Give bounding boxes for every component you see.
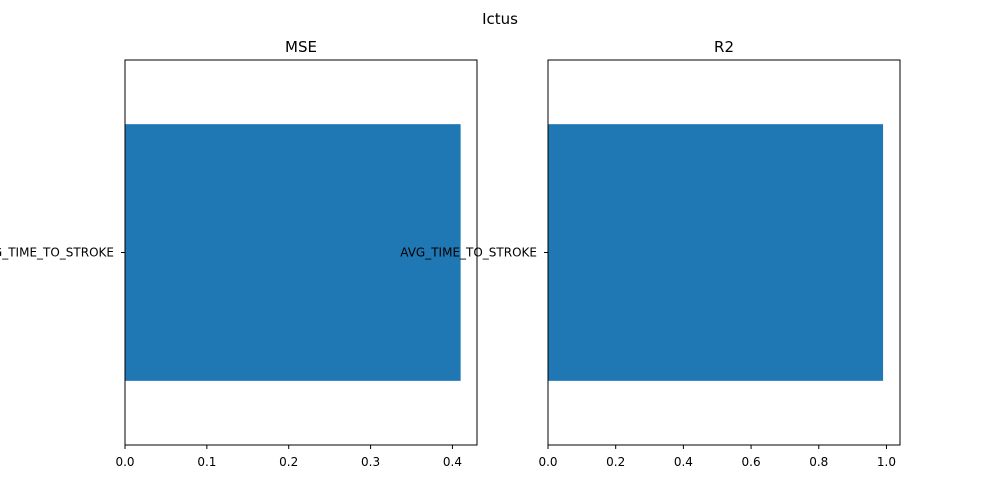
- x-tick-label-1-3: 0.2: [279, 455, 298, 469]
- y-tick-label-1-1: AVG_TIME_TO_STROKE: [0, 246, 114, 260]
- axes-frame-2: [547, 59, 901, 446]
- chart-panel-1: AVG_TIME_TO_STROKE 0.0 0.1 0.2 0.3 0.4 MSE: [0, 38, 478, 469]
- chart-panels: AVG_TIME_TO_STROKE0.00.10.20.30.4MSEAVG_…: [0, 38, 901, 469]
- x-tick-label-1-2: 0.1: [197, 455, 216, 469]
- figure-suptitle: Ictus: [482, 10, 518, 28]
- chart-panel-2: AVG_TIME_TO_STROKE 0.0 0.2 0.4 0.6 0.8 1.0 R2: [400, 38, 901, 469]
- axes-frame-1: [124, 59, 478, 446]
- x-tick-label-2-2: 0.2: [606, 455, 625, 469]
- x-tick-label-2-4: 0.6: [742, 455, 761, 469]
- x-tick-label-2-6: 1.0: [877, 455, 896, 469]
- x-tick-label-1-1: 0.0: [115, 455, 134, 469]
- x-tick-label-2-1: 0.0: [538, 455, 557, 469]
- y-tick-label-2-1: AVG_TIME_TO_STROKE: [400, 246, 537, 260]
- x-tick-label-1-4: 0.3: [361, 455, 380, 469]
- x-tick-label-1-5: 0.4: [443, 455, 462, 469]
- chart-title-1: MSE: [285, 38, 317, 56]
- x-tick-label-2-3: 0.4: [674, 455, 693, 469]
- bar-2-1: [548, 124, 884, 381]
- bar-1-1: [125, 124, 461, 381]
- x-tick-label-2-5: 0.8: [809, 455, 828, 469]
- chart-title-2: R2: [714, 38, 734, 56]
